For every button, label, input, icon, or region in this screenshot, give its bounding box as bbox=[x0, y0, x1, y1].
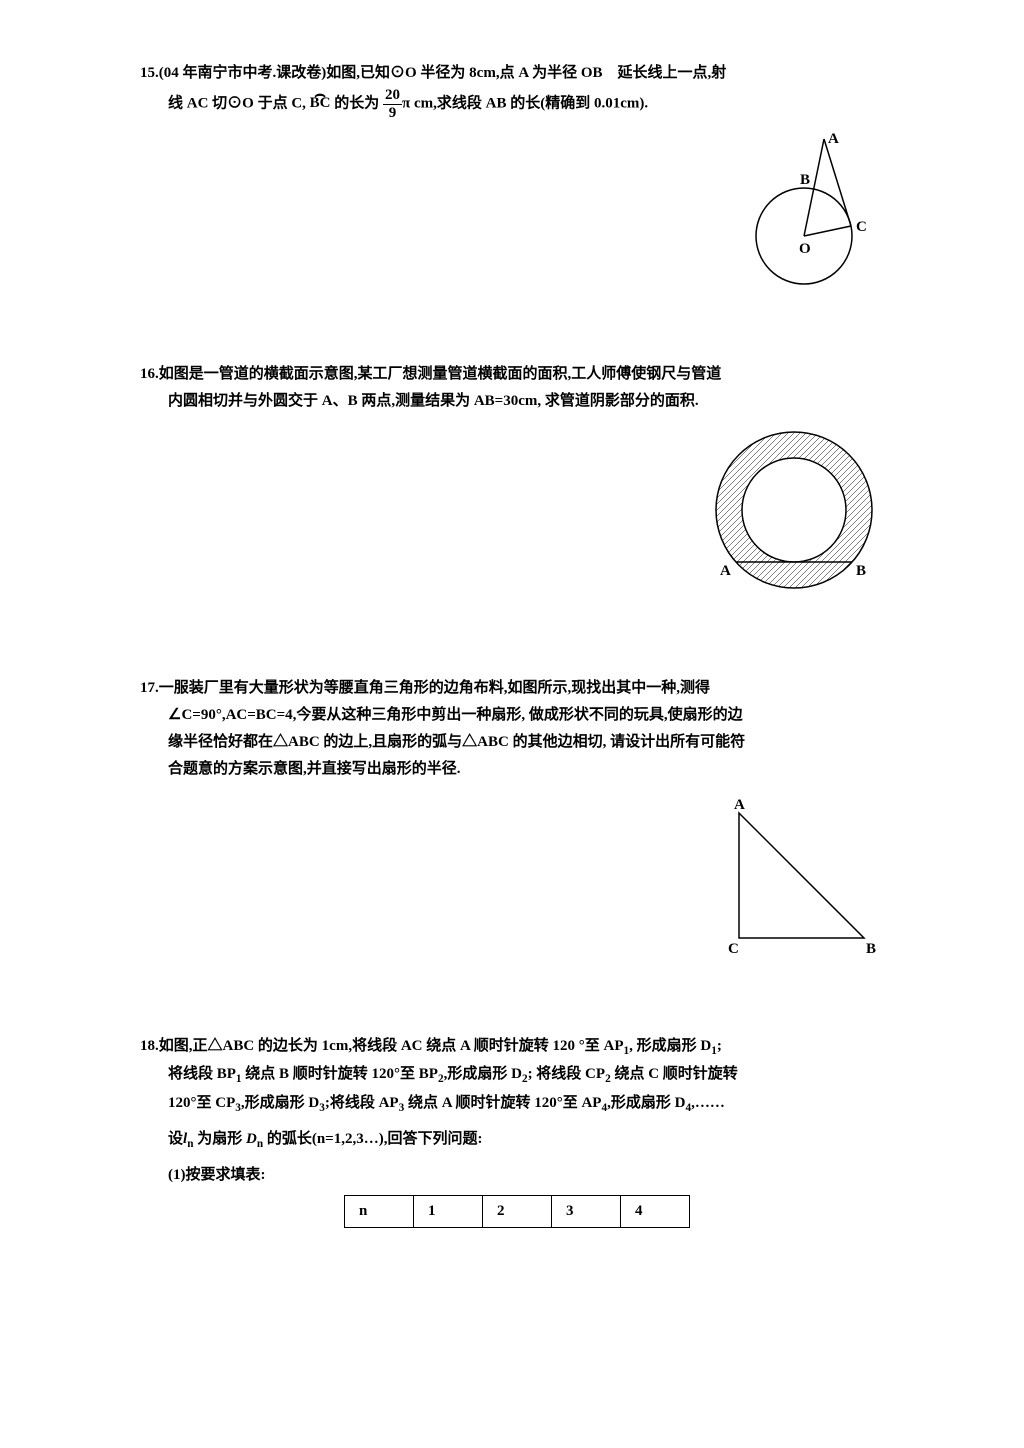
p18-t1: 如图,正△ABC 的边长为 1cm,将线段 AC 绕点 A 顺时针旋转 120 … bbox=[159, 1038, 624, 1054]
p18-t1b: , 形成扇形 D bbox=[629, 1038, 711, 1054]
p18-t3a: 120°至 CP bbox=[168, 1095, 235, 1111]
p18-t3d: 绕点 A 顺时针旋转 120°至 AP bbox=[404, 1095, 601, 1111]
p18-t2b: 绕点 B 顺时针旋转 120°至 BP bbox=[242, 1066, 438, 1082]
p18-line3: 120°至 CP3,形成扇形 D3;将线段 AP3 绕点 A 顺时针旋转 120… bbox=[140, 1090, 894, 1118]
label-A17: A bbox=[734, 797, 745, 813]
p16-t1: 如图是一管道的横截面示意图,某工厂想测量管道横截面的面积,工人师傅使钢尺与管道 bbox=[159, 366, 722, 382]
num-15: 15. bbox=[140, 65, 159, 81]
problem-18-text: 18.如图,正△ABC 的边长为 1cm,将线段 AC 绕点 A 顺时针旋转 1… bbox=[140, 1033, 894, 1118]
num-18: 18. bbox=[140, 1038, 159, 1054]
arc-BC: BC bbox=[310, 90, 331, 117]
p18-q1a: 设 bbox=[168, 1131, 183, 1147]
label-C17: C bbox=[728, 941, 739, 957]
p18-t2d: ; 将线段 CP bbox=[528, 1066, 606, 1082]
label-B17: B bbox=[866, 941, 876, 957]
th-n: n bbox=[345, 1196, 414, 1228]
p15-t1: 如图,已知⊙O 半径为 8cm,点 A 为半径 OB 延长线上一点,射 bbox=[326, 65, 726, 81]
label-B16: B bbox=[856, 563, 866, 579]
p18-t1c: ; bbox=[717, 1038, 722, 1054]
table-header-row: n 1 2 3 4 bbox=[345, 1196, 690, 1228]
figure-15: A B C O bbox=[140, 131, 894, 301]
p18-sub1-text: (1)按要求填表: bbox=[168, 1167, 266, 1183]
frac-num: 20 bbox=[383, 87, 402, 105]
label-A16: A bbox=[720, 563, 731, 579]
p17-l4: 合题意的方案示意图,并直接写出扇形的半径. bbox=[140, 756, 894, 783]
problem-16: 16.如图是一管道的横截面示意图,某工厂想测量管道横截面的面积,工人师傅使钢尺与… bbox=[140, 361, 894, 615]
p18-q1b: 为扇形 bbox=[197, 1131, 242, 1147]
problem-18: 18.如图,正△ABC 的边长为 1cm,将线段 AC 绕点 A 顺时针旋转 1… bbox=[140, 1033, 894, 1228]
problem-17-text: 17.一服装厂里有大量形状为等腰直角三角形的边角布料,如图所示,现找出其中一种,… bbox=[140, 675, 894, 783]
p18-question: 设ln 为扇形 Dn 的弧长(n=1,2,3…),回答下列问题: bbox=[140, 1126, 894, 1154]
num-17: 17. bbox=[140, 680, 159, 696]
table-wrap: n 1 2 3 4 bbox=[140, 1195, 894, 1228]
p18-q1c: 的弧长(n=1,2,3…),回答下列问题: bbox=[267, 1131, 483, 1147]
figure-17: A C B bbox=[140, 793, 894, 973]
p18-sub1: (1)按要求填表: bbox=[140, 1162, 894, 1189]
label-C: C bbox=[856, 219, 867, 235]
circle-tangent-diagram: A B C O bbox=[724, 131, 894, 291]
p18-t3b: ,形成扇形 D bbox=[241, 1095, 319, 1111]
label-O: O bbox=[799, 241, 811, 257]
p15-line2: 线 AC 切⊙O 于点 C, BC 的长为 209π cm,求线段 AB 的长(… bbox=[140, 87, 894, 121]
p17-l2: ∠C=90°,AC=BC=4,今要从这种三角形中剪出一种扇形, 做成形状不同的玩… bbox=[140, 702, 894, 729]
right-triangle-diagram: A C B bbox=[704, 793, 894, 963]
annulus-diagram: A B bbox=[694, 425, 894, 605]
p17-t2: ∠C=90°,AC=BC=4,今要从这种三角形中剪出一种扇形, 做成形状不同的玩… bbox=[168, 707, 743, 723]
Dn-sub: n bbox=[257, 1138, 263, 1150]
p18-line2: 将线段 BP1 绕点 B 顺时针旋转 120°至 BP2,形成扇形 D2; 将线… bbox=[140, 1061, 894, 1089]
p18-t3e: ,形成扇形 D bbox=[607, 1095, 685, 1111]
th-3: 3 bbox=[552, 1196, 621, 1228]
p18-t2e: 绕点 C 顺时针旋转 bbox=[611, 1066, 738, 1082]
p17-t1: 一服装厂里有大量形状为等腰直角三角形的边角布料,如图所示,现找出其中一种,测得 bbox=[159, 680, 710, 696]
p16-line2: 内圆相切并与外圆交于 A、B 两点,测量结果为 AB=30cm, 求管道阴影部分… bbox=[140, 388, 894, 415]
p18-t2c: ,形成扇形 D bbox=[444, 1066, 522, 1082]
p15-t2c: π cm,求线段 AB 的长(精确到 0.01cm). bbox=[402, 95, 648, 111]
p15-t2a: 线 AC 切⊙O 于点 C, bbox=[168, 95, 310, 111]
p17-l3: 缘半径恰好都在△ABC 的边上,且扇形的弧与△ABC 的其他边相切, 请设计出所… bbox=[140, 729, 894, 756]
p15-t2b: 的长为 bbox=[331, 95, 384, 111]
problem-15-text: 15.(04 年南宁市中考.课改卷)如图,已知⊙O 半径为 8cm,点 A 为半… bbox=[140, 60, 894, 121]
p16-t2: 内圆相切并与外圆交于 A、B 两点,测量结果为 AB=30cm, 求管道阴影部分… bbox=[168, 393, 699, 409]
frac-den: 9 bbox=[383, 105, 402, 122]
ln-sub: n bbox=[187, 1138, 193, 1150]
problem-16-text: 16.如图是一管道的横截面示意图,某工厂想测量管道横截面的面积,工人师傅使钢尺与… bbox=[140, 361, 894, 415]
th-4: 4 bbox=[621, 1196, 690, 1228]
p18-t2a: 将线段 BP bbox=[168, 1066, 236, 1082]
th-1: 1 bbox=[414, 1196, 483, 1228]
label-B: B bbox=[800, 172, 810, 188]
problem-15: 15.(04 年南宁市中考.课改卷)如图,已知⊙O 半径为 8cm,点 A 为半… bbox=[140, 60, 894, 301]
Dn-sym: D bbox=[246, 1131, 257, 1147]
arc-label: BC bbox=[310, 95, 331, 111]
fraction-20-9: 209 bbox=[383, 87, 402, 121]
p17-t4: 合题意的方案示意图,并直接写出扇形的半径. bbox=[168, 761, 461, 777]
label-A: A bbox=[828, 131, 839, 147]
th-2: 2 bbox=[483, 1196, 552, 1228]
data-table: n 1 2 3 4 bbox=[344, 1195, 690, 1228]
figure-16: A B bbox=[140, 425, 894, 615]
p18-t3c: ;将线段 AP bbox=[325, 1095, 399, 1111]
num-16: 16. bbox=[140, 366, 159, 382]
problem-17: 17.一服装厂里有大量形状为等腰直角三角形的边角布料,如图所示,现找出其中一种,… bbox=[140, 675, 894, 973]
p18-t3f: ,…… bbox=[691, 1095, 725, 1111]
src-15: (04 年南宁市中考.课改卷) bbox=[159, 65, 327, 81]
p17-t3: 缘半径恰好都在△ABC 的边上,且扇形的弧与△ABC 的其他边相切, 请设计出所… bbox=[168, 734, 745, 750]
